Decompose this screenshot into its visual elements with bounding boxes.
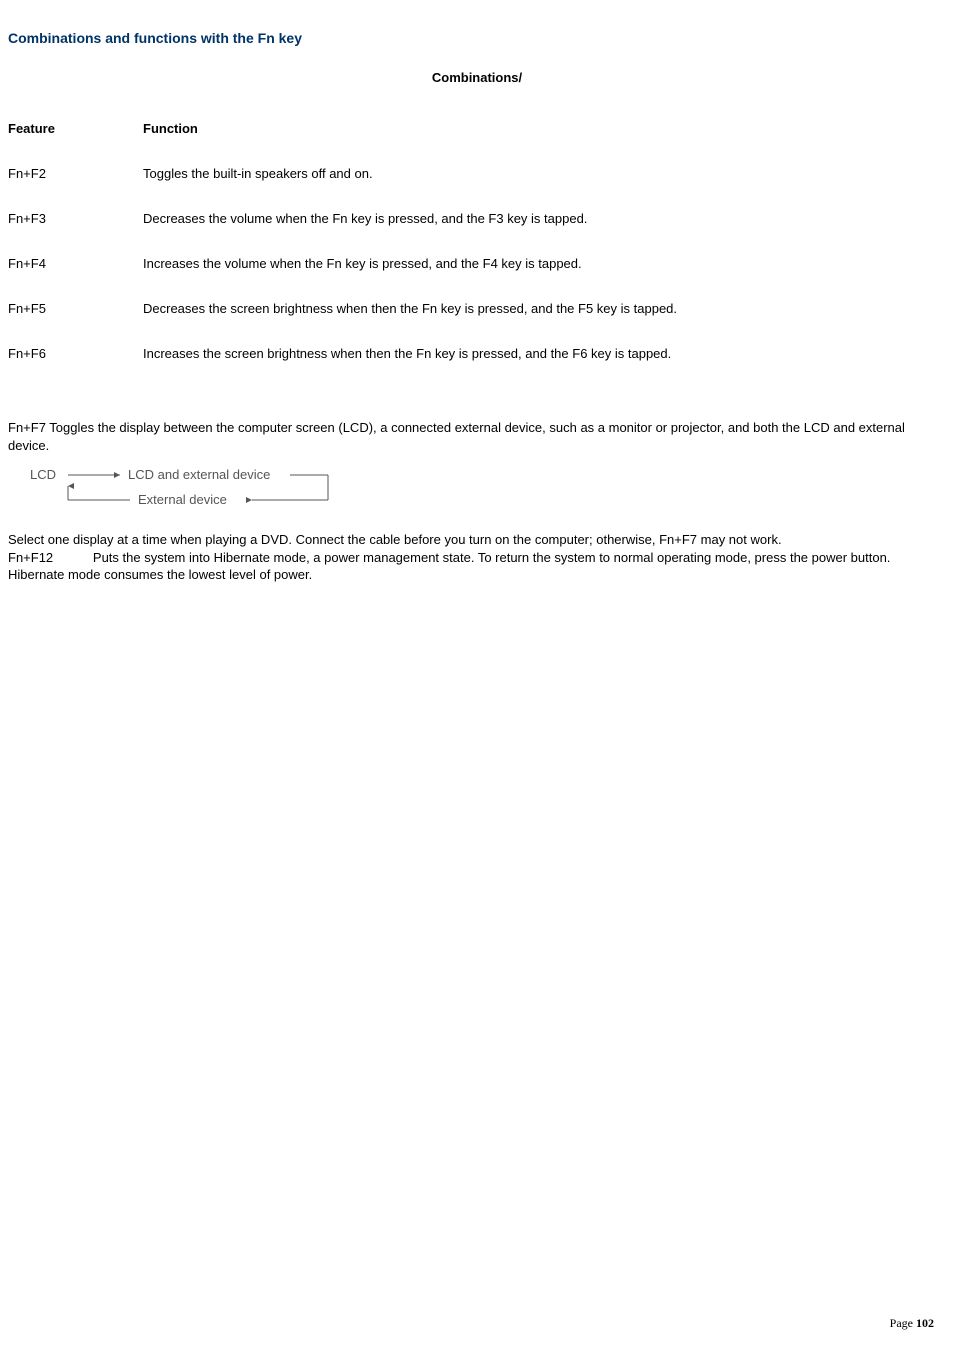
page-footer: Page 102 — [890, 1316, 934, 1331]
diagram-lcd-label: LCD — [30, 467, 56, 482]
cell-function: Decreases the screen brightness when the… — [143, 301, 677, 346]
cell-function: Increases the screen brightness when the… — [143, 346, 677, 391]
sub-heading: Combinations/ — [8, 70, 946, 85]
para-fnf7: Fn+F7 Toggles the display between the co… — [8, 419, 946, 454]
table-row: Fn+F2 Toggles the built-in speakers off … — [8, 166, 677, 211]
footer-page-label: Page — [890, 1316, 916, 1330]
table-header-feature: Feature — [8, 121, 143, 166]
table-row: Fn+F6 Increases the screen brightness wh… — [8, 346, 677, 391]
cell-function: Increases the volume when the Fn key is … — [143, 256, 677, 301]
table-row: Fn+F5 Decreases the screen brightness wh… — [8, 301, 677, 346]
fnf12-text: Puts the system into Hibernate mode, a p… — [8, 550, 890, 583]
cell-feature: Fn+F2 — [8, 166, 143, 211]
table-header-function: Function — [143, 121, 677, 166]
diagram-ext-label: External device — [138, 492, 227, 507]
para-fnf12: Fn+F12 Puts the system into Hibernate mo… — [8, 549, 946, 584]
table-row: Fn+F4 Increases the volume when the Fn k… — [8, 256, 677, 301]
fn-key-table: Feature Function Fn+F2 Toggles the built… — [8, 121, 677, 391]
cell-feature: Fn+F5 — [8, 301, 143, 346]
footer-page-number: 102 — [916, 1316, 934, 1330]
table-row: Fn+F3 Decreases the volume when the Fn k… — [8, 211, 677, 256]
cell-feature: Fn+F4 — [8, 256, 143, 301]
cell-function: Toggles the built-in speakers off and on… — [143, 166, 677, 211]
cell-function: Decreases the volume when the Fn key is … — [143, 211, 677, 256]
cell-feature: Fn+F3 — [8, 211, 143, 256]
page-heading: Combinations and functions with the Fn k… — [8, 30, 946, 46]
fnf12-feature: Fn+F12 — [8, 550, 53, 565]
display-toggle-diagram: LCD LCD and external device External dev… — [30, 464, 946, 517]
para-select-display: Select one display at a time when playin… — [8, 531, 946, 549]
cell-feature: Fn+F6 — [8, 346, 143, 391]
diagram-lcd-ext-label: LCD and external device — [128, 467, 270, 482]
